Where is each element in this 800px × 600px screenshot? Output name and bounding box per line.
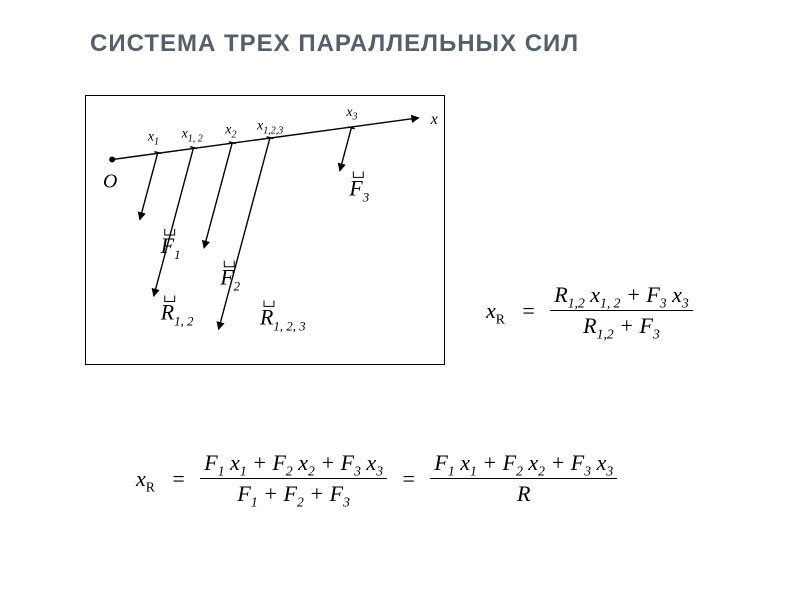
eq1-lhs-var: x xyxy=(486,298,496,323)
svg-text:x1, 2: x1, 2 xyxy=(181,127,203,145)
eq2-frac1-denominator: F1 + F2 + F3 xyxy=(200,479,387,507)
svg-text:R1, 2: R1, 2 xyxy=(160,300,194,328)
figure-svg: Oxx1x1, 2x2x1,2,3x3F1R1, 2F2R1, 2, 3F3 xyxy=(86,96,444,364)
svg-text:F3: F3 xyxy=(348,176,369,204)
svg-text:x1: x1 xyxy=(147,130,159,148)
eq1-lhs-sub: R xyxy=(496,311,505,326)
svg-text:x3: x3 xyxy=(345,105,357,123)
eq2-frac2-numerator: F1 x1 + F2 x2 + F3 x3 xyxy=(430,450,617,479)
eq2-lhs-sub: R xyxy=(146,479,155,494)
svg-text:x2: x2 xyxy=(224,123,236,141)
svg-text:x1,2,3: x1,2,3 xyxy=(256,119,283,137)
svg-text:O: O xyxy=(103,170,117,192)
eq2-lhs-var: x xyxy=(136,466,146,491)
eq2-frac1-numerator: F1 x1 + F2 x2 + F3 x3 xyxy=(200,450,387,479)
svg-text:x: x xyxy=(430,111,438,128)
eq2-fraction-2: F1 x1 + F2 x2 + F3 x3 R xyxy=(430,450,617,507)
page: СИСТЕМА ТРЕХ ПАРАЛЛЕЛЬНЫХ СИЛ Ox x1 x1, 2 x… xyxy=(0,0,800,600)
figure: Oxx1x1, 2x2x1,2,3x3F1R1, 2F2R1, 2, 3F3 xyxy=(85,95,445,365)
eq1-fraction: R1,2 x1, 2 + F3 x3 R1,2 + F3 xyxy=(550,282,692,339)
eq1-denominator: R1,2 + F3 xyxy=(550,311,692,339)
equation-x-r-intermediate: xR = R1,2 x1, 2 + F3 x3 R1,2 + F3 xyxy=(480,282,697,339)
page-title: СИСТЕМА ТРЕХ ПАРАЛЛЕЛЬНЫХ СИЛ xyxy=(90,30,579,58)
eq2-fraction-1: F1 x1 + F2 x2 + F3 x3 F1 + F2 + F3 xyxy=(200,450,387,507)
equation-x-r-final: xR = F1 x1 + F2 x2 + F3 x3 F1 + F2 + F3 … xyxy=(130,450,621,507)
svg-text:F1: F1 xyxy=(160,234,181,262)
eq2-frac2-denominator: R xyxy=(430,479,617,507)
eq1-numerator: R1,2 x1, 2 + F3 x3 xyxy=(550,282,692,311)
svg-text:R1, 2, 3: R1, 2, 3 xyxy=(259,305,306,333)
